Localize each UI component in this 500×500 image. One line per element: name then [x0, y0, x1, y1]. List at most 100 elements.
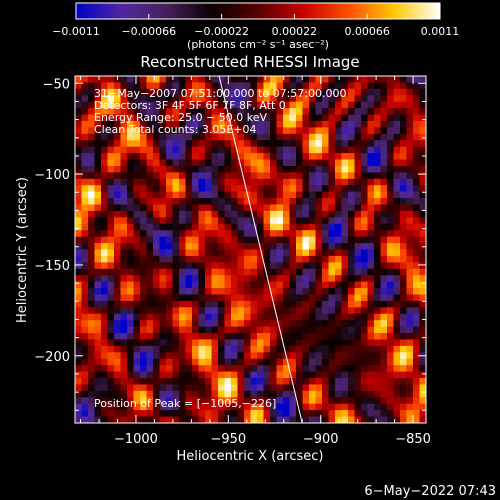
heatmap-cell	[198, 198, 206, 206]
heatmap-cell	[81, 76, 89, 84]
heatmap-cell	[224, 88, 232, 96]
heatmap-cell	[224, 198, 232, 206]
heatmap-cell	[263, 210, 271, 218]
heatmap-cell	[387, 223, 395, 231]
heatmap-cell	[133, 243, 141, 251]
heatmap-cell	[354, 172, 362, 180]
x-tick-label: −1000	[114, 432, 158, 447]
heatmap-cell	[257, 243, 265, 251]
solar-limb-line	[218, 76, 303, 423]
heatmap-cell	[296, 95, 304, 103]
heatmap-cell	[88, 288, 96, 296]
heatmap-cell	[263, 249, 271, 257]
heatmap-cell	[88, 95, 96, 103]
heatmap-cell	[289, 255, 297, 263]
heatmap-cell	[88, 255, 96, 263]
heatmap-cell	[341, 140, 349, 148]
heatmap-cell	[367, 326, 375, 334]
heatmap-cell	[341, 249, 349, 257]
heatmap-cell	[159, 255, 167, 263]
heatmap-cell	[224, 333, 232, 341]
heatmap-cell	[270, 397, 278, 405]
heatmap-cell	[341, 88, 349, 96]
heatmap-cell	[335, 326, 343, 334]
heatmap-cell	[276, 288, 284, 296]
heatmap-cell	[380, 397, 388, 405]
heatmap-cell	[374, 307, 382, 315]
heatmap-cell	[348, 300, 356, 308]
heatmap-cell	[133, 339, 141, 347]
heatmap-cell	[354, 114, 362, 122]
heatmap-cell	[133, 76, 141, 84]
heatmap-cell	[153, 153, 161, 161]
heatmap-cell	[413, 236, 421, 244]
heatmap-cell	[419, 146, 426, 154]
heatmap-cell	[361, 153, 369, 161]
heatmap-cell	[205, 159, 213, 167]
heatmap-cell	[283, 390, 291, 398]
heatmap-cell	[88, 352, 96, 360]
heatmap-cell	[146, 165, 154, 173]
heatmap-cell	[218, 249, 226, 257]
heatmap-cell	[146, 288, 154, 296]
heatmap-cell	[400, 165, 408, 173]
heatmap-cell	[419, 313, 426, 321]
heatmap-cell	[419, 127, 426, 135]
heatmap-cell	[387, 352, 395, 360]
heatmap-cell	[94, 185, 102, 193]
heatmap-cell	[328, 76, 336, 84]
heatmap-cell	[127, 217, 135, 225]
heatmap-cell	[107, 345, 115, 353]
heatmap-cell	[257, 172, 265, 180]
heatmap-cell	[335, 300, 343, 308]
heatmap-cell	[296, 185, 304, 193]
heatmap-cell	[400, 249, 408, 257]
heatmap-cell	[211, 390, 219, 398]
heatmap-cell	[302, 281, 310, 289]
heatmap-cell	[348, 339, 356, 347]
heatmap-cell	[224, 365, 232, 373]
heatmap-cell	[244, 243, 252, 251]
heatmap-cell	[218, 416, 226, 423]
heatmap-cell	[387, 153, 395, 161]
heatmap-cell	[127, 378, 135, 386]
heatmap-cell	[75, 378, 83, 386]
heatmap-cell	[348, 133, 356, 141]
heatmap-cell	[133, 140, 141, 148]
heatmap-cell	[179, 210, 187, 218]
heatmap-cell	[166, 352, 174, 360]
heatmap-cell	[120, 378, 128, 386]
heatmap-cell	[315, 320, 323, 328]
heatmap-cell	[270, 217, 278, 225]
heatmap-cell	[107, 397, 115, 405]
heatmap-cell	[185, 288, 193, 296]
heatmap-cell	[367, 204, 375, 212]
heatmap-cell	[94, 307, 102, 315]
heatmap-cell	[276, 217, 284, 225]
heatmap-cell	[133, 88, 141, 96]
heatmap-cell	[283, 288, 291, 296]
heatmap-cell	[224, 281, 232, 289]
heatmap-cell	[289, 108, 297, 116]
heatmap-cell	[257, 165, 265, 173]
heatmap-cell	[341, 165, 349, 173]
heatmap-cell	[263, 371, 271, 379]
heatmap-cell	[302, 127, 310, 135]
heatmap-cell	[322, 217, 330, 225]
heatmap-cell	[120, 236, 128, 244]
heatmap-cell	[75, 371, 83, 379]
heatmap-cell	[107, 127, 115, 135]
heatmap-cell	[166, 76, 174, 84]
heatmap-cell	[179, 268, 187, 276]
heatmap-cell	[198, 397, 206, 405]
heatmap-cell	[302, 410, 310, 418]
heatmap-cell	[406, 249, 414, 257]
heatmap-cell	[81, 326, 89, 334]
heatmap-cell	[296, 210, 304, 218]
heatmap-cell	[101, 345, 109, 353]
heatmap-cell	[406, 262, 414, 270]
heatmap-cell	[400, 345, 408, 353]
heatmap-cell	[153, 294, 161, 302]
heatmap-cell	[179, 191, 187, 199]
heatmap-cell	[205, 345, 213, 353]
